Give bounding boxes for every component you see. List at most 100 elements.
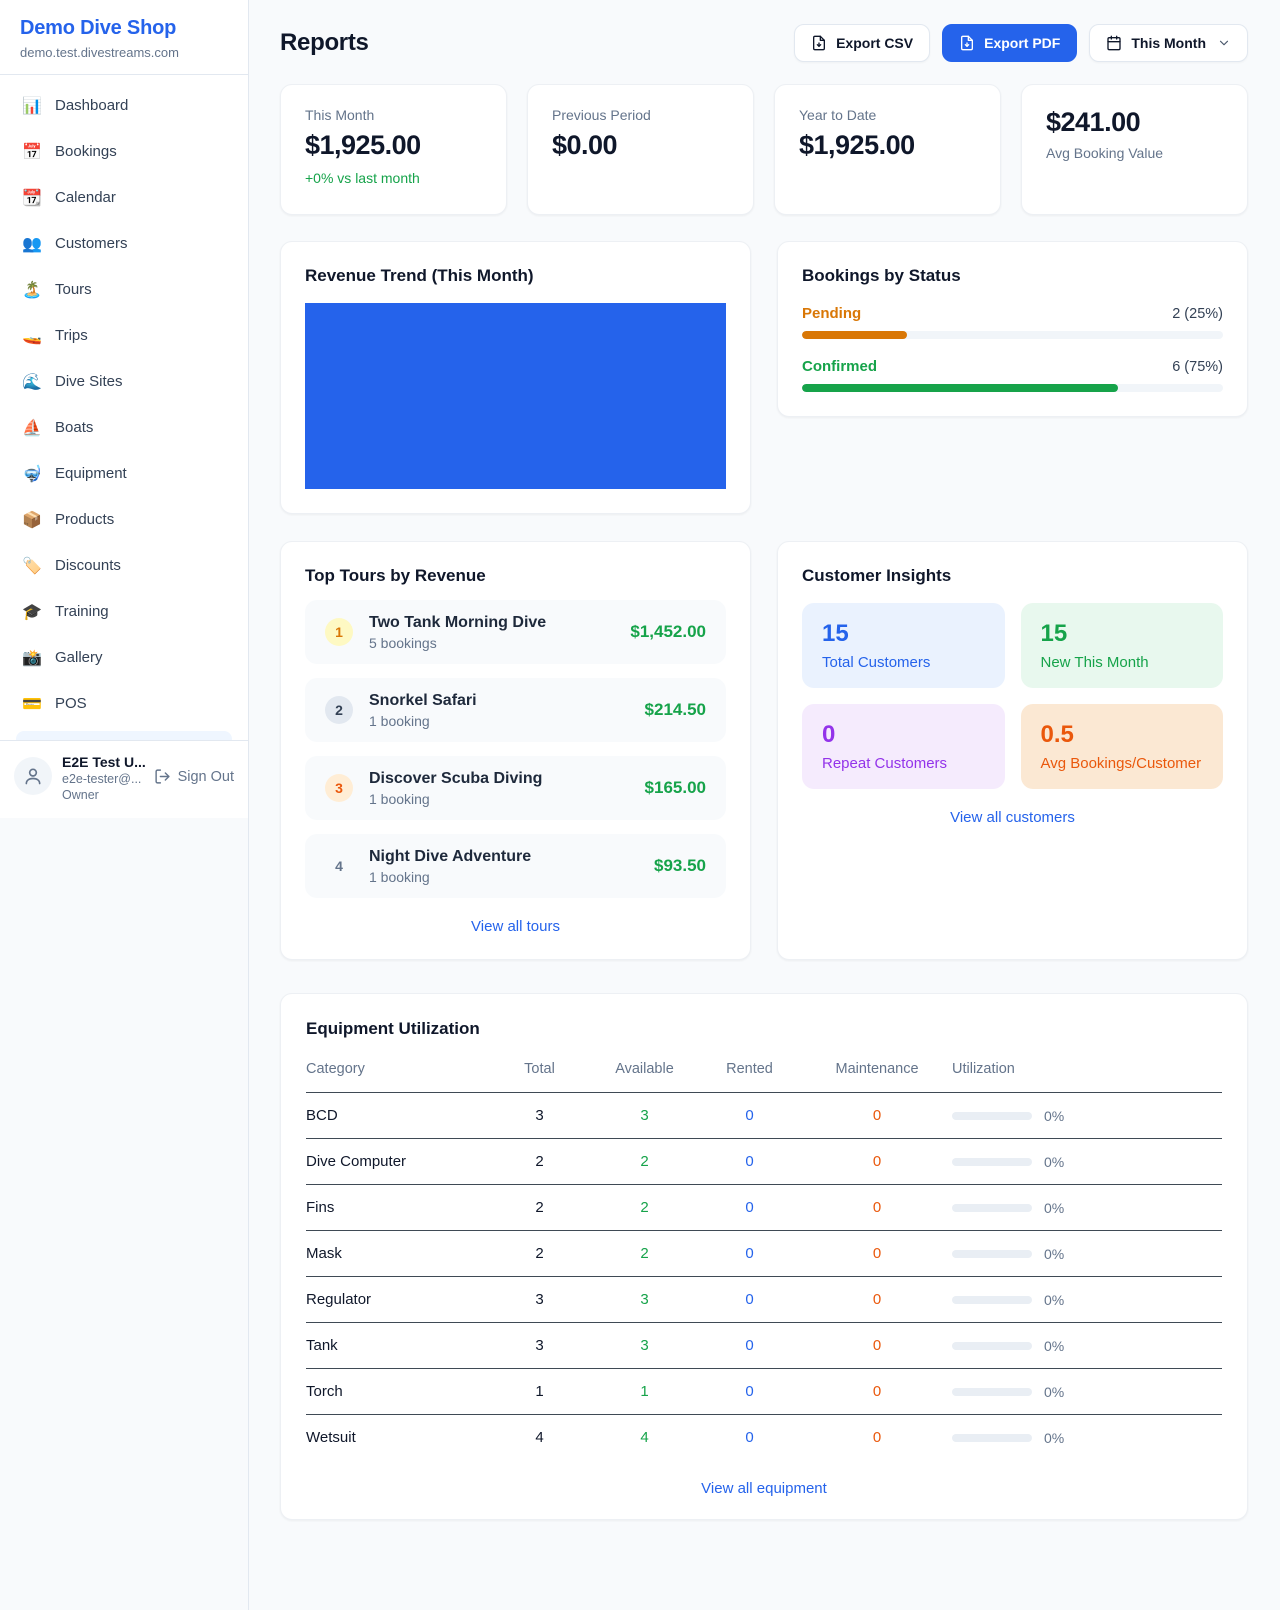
view-all-equipment-link[interactable]: View all equipment [701,1480,827,1497]
sidebar-item-calendar[interactable]: 📆 Calendar [8,179,240,216]
sidebar-item-label: Bookings [55,143,117,160]
sidebar-item-label: POS [55,695,87,712]
utilization-percent: 0% [1044,1153,1065,1170]
sidebar-item-gallery[interactable]: 📸 Gallery [8,639,240,676]
tile-label: Total Customers [822,654,931,671]
top-tours-card: Top Tours by Revenue 1 Two Tank Morning … [280,541,751,960]
customer-insights-card: Customer Insights 15 Total Customers 15 … [777,541,1248,960]
utilization-bar [952,1249,1032,1258]
utilization-bar [952,1203,1032,1212]
user-icon [25,768,41,785]
user-role: Owner [62,788,99,802]
sidebar-header: Demo Dive Shop demo.test.divestreams.com [0,0,248,75]
utilization-bar [952,1111,1032,1120]
bookings-icon: 📅 [22,142,42,161]
sidebar-nav: 📊 Dashboard 📅 Bookings 📆 Calendar 👥 Cust… [0,75,248,740]
stat-label: Avg Booking Value [1046,145,1164,161]
sidebar-item-trips[interactable]: 🚤 Trips [8,317,240,354]
stat-cards: This Month $1,925.00 +0% vs last month P… [280,84,1248,215]
sidebar-item-discounts[interactable]: 🏷️ Discounts [8,547,240,584]
cell-category: Regulator [306,1276,487,1323]
tour-revenue: $165.00 [644,778,706,797]
shop-domain: demo.test.divestreams.com [20,45,179,60]
column-header-utilization: Utilization [952,1053,1222,1093]
sidebar-item-dive-sites[interactable]: 🌊 Dive Sites [8,363,240,400]
table-row: Mask 2 2 0 0 0% [306,1230,1222,1277]
tile-label: New This Month [1040,654,1149,671]
tour-revenue: $1,452.00 [630,622,706,641]
tour-row: 3 Discover Scuba Diving 1 booking $165.0… [305,756,726,820]
view-all-customers-link[interactable]: View all customers [950,809,1075,826]
export-csv-button[interactable]: Export CSV [794,24,931,62]
tour-revenue: $93.50 [654,856,706,875]
cell-available: 2 [592,1184,697,1231]
cell-maintenance: 0 [802,1322,952,1369]
cell-category: Tank [306,1322,487,1369]
stat-card-year-to-date: Year to Date $1,925.00 [774,84,1001,215]
cell-available: 4 [640,1429,649,1446]
cell-total: 2 [487,1230,592,1277]
tile-avg-bookings: 0.5 Avg Bookings/Customer [1020,704,1223,789]
stat-delta: +0% vs last month [305,170,420,186]
revenue-trend-card: Revenue Trend (This Month) [280,241,751,514]
tile-label: Repeat Customers [822,755,948,772]
cell-available: 3 [592,1276,697,1323]
sidebar-item-customers[interactable]: 👥 Customers [8,225,240,262]
cell-available: 3 [592,1322,697,1369]
progress-track [802,331,1223,339]
column-header-rented: Rented [697,1053,802,1093]
insights-row: Top Tours by Revenue 1 Two Tank Morning … [280,541,1248,960]
tour-name: Night Dive Adventure [369,847,532,865]
view-all-tours-link[interactable]: View all tours [471,918,560,935]
cell-category: Fins [306,1184,487,1231]
table-row: Wetsuit 4 4 0 0 0% [306,1415,1222,1461]
sidebar-item-dashboard[interactable]: 📊 Dashboard [8,87,240,124]
sidebar-item-boats[interactable]: ⛵ Boats [8,409,240,446]
sign-out-label: Sign Out [177,768,234,785]
sidebar-item-equipment[interactable]: 🤿 Equipment [8,455,240,492]
stat-value: $241.00 [1046,107,1141,137]
export-pdf-button[interactable]: Export PDF [942,24,1078,62]
stat-label: Year to Date [799,107,877,123]
chevron-down-icon [1219,40,1229,46]
tour-bookings: 5 bookings [369,634,437,651]
sidebar-item-label: Dive Sites [55,373,123,390]
sidebar-item-label: Calendar [55,189,116,206]
sidebar-item-label: Tours [55,281,92,298]
training-icon: 🎓 [22,602,42,621]
stat-value: $1,925.00 [799,130,915,160]
column-header-category: Category [306,1053,487,1093]
sidebar-item-label: Trips [55,327,88,344]
cell-total: 1 [487,1368,592,1415]
sidebar-item-training[interactable]: 🎓 Training [8,593,240,630]
utilization-percent: 0% [1044,1245,1065,1262]
user-email: e2e-tester@... [62,772,142,786]
sidebar-item-pos[interactable]: 💳 POS [8,685,240,722]
progress-fill-pending [802,331,908,339]
utilization-percent: 0% [1044,1199,1065,1216]
dashboard-icon: 📊 [22,96,42,115]
sign-out-icon [154,769,170,784]
cell-total: 3 [487,1092,592,1139]
sidebar-item-tours[interactable]: 🏝️ Tours [8,271,240,308]
table-row: Fins 2 2 0 0 0% [306,1184,1222,1231]
sidebar: Demo Dive Shop demo.test.divestreams.com… [0,0,248,818]
period-select[interactable]: This Month [1089,24,1248,62]
cell-total: 4 [535,1429,544,1446]
tile-value: 0.5 [1040,721,1074,748]
sidebar-item-reports-partial[interactable] [16,731,232,740]
cell-rented: 0 [697,1322,802,1369]
stat-card-this-month: This Month $1,925.00 +0% vs last month [280,84,507,215]
status-value: 2 (25%) [1172,306,1223,322]
equipment-icon: 🤿 [22,464,42,483]
sidebar-item-products[interactable]: 📦 Products [8,501,240,538]
cell-total: 2 [487,1184,592,1231]
utilization-bar [952,1387,1032,1396]
cell-category: BCD [306,1092,487,1139]
sign-out-button[interactable]: Sign Out [154,768,234,785]
calendar-icon: 📆 [22,188,42,207]
sidebar-item-bookings[interactable]: 📅 Bookings [8,133,240,170]
main-content: Reports Export CSV Export PDF This Month [248,0,1280,1593]
sidebar-item-label: Boats [55,419,94,436]
cell-maintenance: 0 [802,1230,952,1277]
